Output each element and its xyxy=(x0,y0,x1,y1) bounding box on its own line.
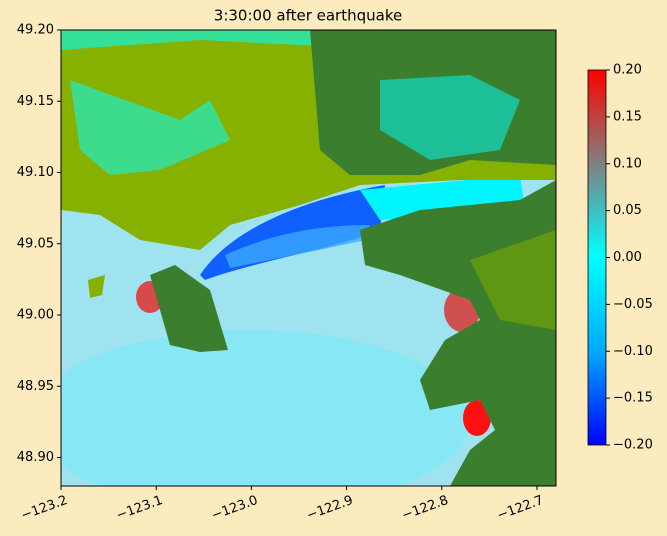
y-tick-label: 49.20 xyxy=(17,23,54,38)
x-tick-label: −123.0 xyxy=(210,493,260,524)
colorbar-tick-label: 0.20 xyxy=(613,63,642,78)
x-tick-label: −122.7 xyxy=(495,493,545,524)
colorbar xyxy=(587,69,607,446)
y-tick-label: 49.10 xyxy=(17,165,54,180)
chart-title: 3:30:00 after earthquake xyxy=(214,7,402,25)
x-tick-label: −123.2 xyxy=(19,493,69,524)
x-tick-label: −123.1 xyxy=(114,493,164,524)
colorbar-tick-label: −0.10 xyxy=(613,344,653,359)
colorbar-tick-label: 0.15 xyxy=(613,109,642,124)
colorbar-tick-label: −0.15 xyxy=(613,391,653,406)
y-tick-label: 49.00 xyxy=(17,308,54,323)
colorbar-tick-label: 0.05 xyxy=(613,203,642,218)
map-image xyxy=(61,30,556,486)
colorbar-tick-label: −0.05 xyxy=(613,297,653,312)
colorbar-tick-label: 0.00 xyxy=(613,250,642,265)
y-tick-label: 48.95 xyxy=(17,379,54,394)
colorbar-tick-label: 0.10 xyxy=(613,156,642,171)
x-tick-label: −122.8 xyxy=(400,493,450,524)
y-tick-label: 49.05 xyxy=(17,236,54,251)
y-tick-label: 48.90 xyxy=(17,450,54,465)
x-tick-label: −122.9 xyxy=(305,493,355,524)
axes-frame xyxy=(60,29,557,487)
colorbar-tick-label: −0.20 xyxy=(613,438,653,453)
y-tick-label: 49.15 xyxy=(17,94,54,109)
